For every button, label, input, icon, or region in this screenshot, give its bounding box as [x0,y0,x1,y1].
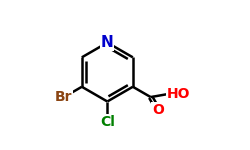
Text: Cl: Cl [100,115,115,129]
Text: Br: Br [55,90,73,104]
Text: N: N [101,35,114,50]
Text: O: O [152,103,164,117]
Text: HO: HO [167,87,190,101]
